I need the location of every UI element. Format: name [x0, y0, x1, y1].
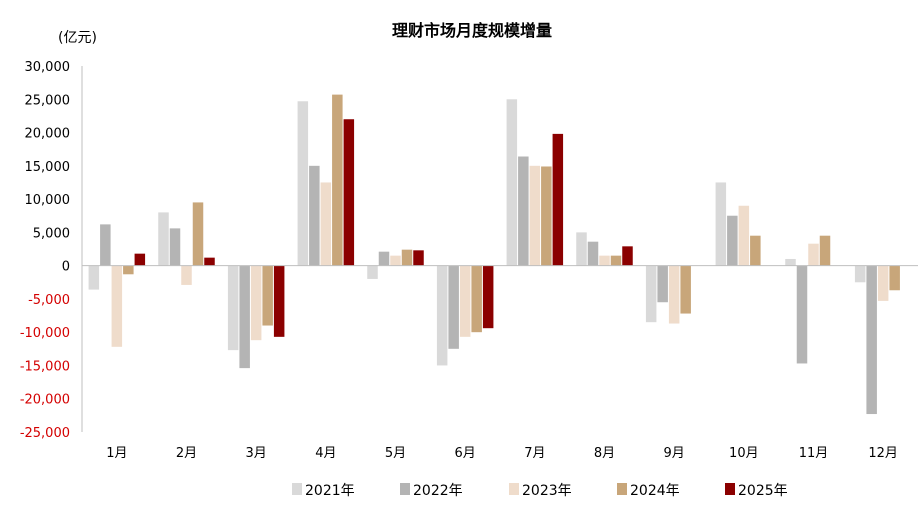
bar [378, 251, 390, 266]
bar [657, 265, 668, 303]
chart-title: 理财市场月度规模增量 [392, 21, 552, 40]
bar [576, 232, 587, 266]
bar [529, 165, 541, 266]
bar [877, 265, 889, 301]
y-tick-label: 30,000 [25, 60, 71, 75]
bar [518, 156, 529, 266]
bar [297, 101, 309, 266]
legend-swatch [617, 483, 627, 495]
bar [169, 228, 181, 266]
legend-swatch [292, 483, 302, 495]
bar [610, 255, 622, 266]
bar [262, 265, 273, 326]
bar [587, 241, 599, 266]
bar [738, 205, 750, 266]
y-tick-label: -20,000 [20, 393, 70, 408]
bar [181, 265, 192, 285]
y-axis-ticks: 30,000 25,000 20,000 15,000 10,000 5,000 0 -5,0… [20, 60, 70, 441]
bar [854, 265, 866, 283]
x-tick-label: 3月 [246, 446, 267, 461]
bar [332, 94, 343, 266]
bar [889, 265, 900, 291]
bar [158, 212, 169, 266]
bar [88, 265, 100, 290]
bar [320, 182, 332, 266]
x-tick-label: 5月 [385, 446, 406, 461]
bar [367, 265, 378, 279]
x-axis-labels: 1月 2月 3月 4月 5月 6月 7月 8月 9月 10月 11月 12月 [106, 446, 898, 461]
y-tick-label: 15,000 [25, 160, 71, 175]
x-tick-label: 4月 [315, 446, 336, 461]
bar [599, 255, 610, 266]
x-tick-label: 12月 [868, 446, 898, 461]
y-tick-label: -25,000 [20, 426, 70, 441]
legend-label: 2024年 [630, 483, 680, 499]
bar [796, 265, 808, 364]
bar [250, 265, 262, 341]
bar [668, 265, 680, 324]
y-tick-label: 10,000 [25, 193, 71, 208]
bar [192, 202, 204, 266]
bar [227, 265, 239, 351]
x-tick-label: 6月 [455, 446, 476, 461]
bar [680, 265, 691, 314]
legend-label: 2022年 [413, 483, 463, 499]
bar [750, 235, 761, 266]
x-tick-label: 2月 [176, 446, 197, 461]
bar [448, 265, 459, 349]
bar [645, 265, 657, 323]
bar [111, 265, 123, 347]
bar [309, 165, 320, 266]
bar [239, 265, 250, 369]
bar [622, 246, 633, 266]
y-tick-label: -5,000 [28, 293, 70, 308]
bar [808, 243, 819, 266]
unit-label: (亿元) [58, 30, 97, 46]
y-tick-label: 20,000 [25, 127, 71, 142]
bar [273, 265, 285, 337]
x-tick-label: 9月 [664, 446, 685, 461]
bar [204, 257, 215, 266]
bar [785, 258, 796, 266]
bar [390, 255, 401, 266]
bar [401, 249, 413, 266]
bar [866, 265, 877, 415]
x-tick-label: 8月 [594, 446, 615, 461]
bar [471, 265, 482, 333]
bars [88, 94, 900, 415]
bar [413, 250, 424, 266]
bar [482, 265, 494, 329]
bar [506, 99, 518, 266]
legend-label: 2023年 [522, 483, 572, 499]
bar [715, 182, 727, 266]
bar [552, 133, 564, 266]
bar [343, 119, 355, 266]
x-tick-label: 7月 [524, 446, 545, 461]
x-tick-label: 10月 [729, 446, 759, 461]
bar [459, 265, 471, 337]
bar [436, 265, 448, 366]
legend-swatch [725, 483, 735, 495]
bar [123, 265, 134, 275]
x-tick-label: 1月 [106, 446, 127, 461]
bar [100, 224, 111, 266]
legend-swatch [400, 483, 410, 495]
bar [134, 253, 146, 266]
bar [541, 166, 552, 266]
y-tick-label: -15,000 [20, 359, 70, 374]
y-tick-label: 5,000 [33, 226, 70, 241]
x-tick-label: 11月 [799, 446, 829, 461]
y-tick-label: -10,000 [20, 326, 70, 341]
legend-label: 2025年 [738, 483, 788, 499]
bar [819, 235, 831, 266]
bar [727, 215, 738, 266]
y-tick-label: 0 [62, 260, 70, 275]
legend-swatch [509, 483, 519, 495]
legend-label: 2021年 [305, 483, 355, 499]
legend: 2021年 2022年 2023年 2024年 2025年 [292, 483, 788, 499]
y-tick-label: 25,000 [25, 93, 71, 108]
